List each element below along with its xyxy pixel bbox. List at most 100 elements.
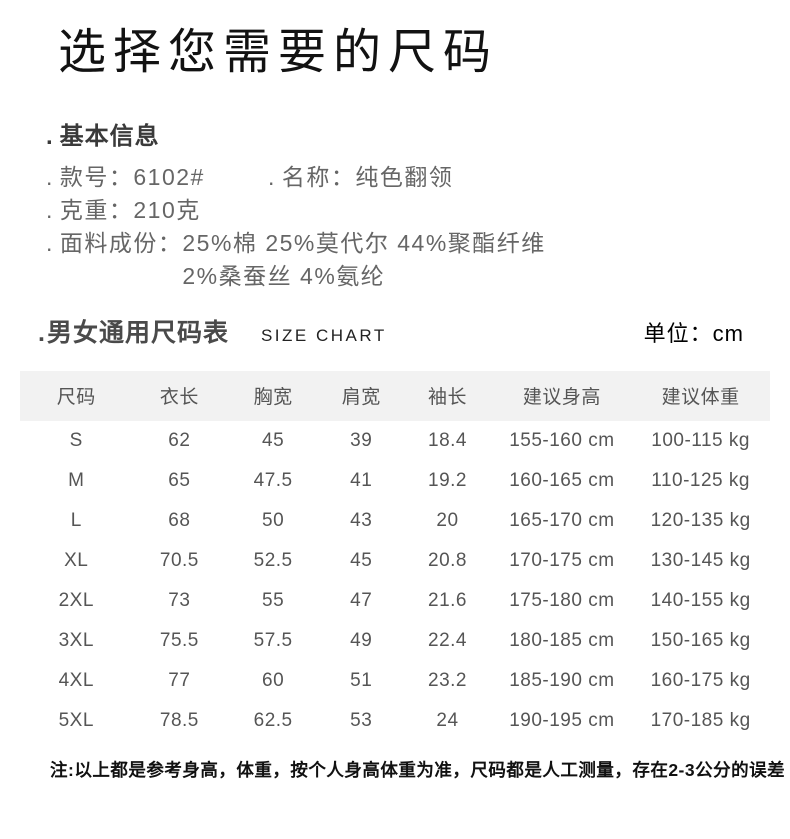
disclaimer-note: 注:以上都是参考身高，体重，按个人身高体重为准，尺码都是人工测量，存在2-3公分… [50, 759, 786, 780]
value-cell: 75.5 [159, 629, 199, 651]
style-no-field: . 款号： 6102# [46, 161, 268, 194]
column-header-size: 尺码 [56, 387, 96, 409]
basic-info-heading: . 基本信息 [46, 116, 790, 151]
size-chart-title-en: SIZE CHART [260, 325, 387, 345]
value-cell: 130-145 kg [650, 549, 751, 571]
size-cell: 5XL [58, 709, 94, 731]
fabric-values: 25%棉 25%莫代尔 44%聚酯纤维 2%桑蚕丝 4%氨纶 [182, 227, 545, 293]
bullet-dot-icon: . [38, 318, 46, 347]
value-cell: 150-165 kg [650, 629, 751, 651]
value-cell: 41 [350, 469, 373, 491]
value-cell: 24 [436, 709, 459, 731]
value-cell: 45 [350, 549, 373, 571]
table-row: 4XL 77 60 51 23.2 185-190 cm 160-175 kg [20, 661, 770, 701]
size-cell: XL [64, 549, 89, 571]
style-no-label: 款号： [59, 163, 134, 190]
value-cell: 51 [350, 669, 373, 691]
value-cell: 57.5 [253, 629, 293, 651]
value-cell: 43 [350, 509, 373, 531]
value-cell: 165-170 cm [509, 509, 615, 531]
bullet-dot-icon: . [46, 229, 54, 256]
bullet-dot-icon: . [268, 163, 276, 190]
value-cell: 120-135 kg [650, 509, 751, 531]
size-table-body: S 62 45 39 18.4 155-160 cm 100-115 kg M 65 47.5 41… [20, 421, 770, 741]
size-chart-heading-row: .男女通用尺码表 SIZE CHART 单位：cm [38, 313, 744, 349]
value-cell: 47.5 [253, 469, 293, 491]
value-cell: 20.8 [428, 549, 467, 571]
size-table: 尺码 衣长 胸宽 肩宽 袖长 建议身高 建议体重 S 62 45 39 18.4 155-… [20, 370, 770, 741]
size-cell: 4XL [58, 669, 94, 691]
value-cell: 77 [168, 669, 191, 691]
value-cell: 68 [168, 509, 191, 531]
value-cell: 170-185 kg [650, 709, 751, 731]
value-cell: 55 [262, 589, 285, 611]
value-cell: 175-180 cm [509, 589, 615, 611]
size-cell: M [68, 469, 85, 491]
table-header-row: 尺码 衣长 胸宽 肩宽 袖长 建议身高 建议体重 [20, 370, 770, 421]
size-chart-title-text: 男女通用尺码表 [46, 318, 229, 347]
value-cell: 78.5 [159, 709, 199, 731]
value-cell: 20 [436, 509, 459, 531]
value-cell: 62.5 [253, 709, 293, 731]
column-header-weight: 建议体重 [661, 387, 740, 409]
size-cell: L [70, 509, 82, 531]
value-cell: 110-125 kg [651, 469, 750, 491]
value-cell: 190-195 cm [509, 709, 615, 731]
table-row: M 65 47.5 41 19.2 160-165 cm 110-125 kg [20, 461, 770, 501]
column-header-sleeve: 袖长 [427, 387, 467, 409]
fabric-field: . 面料成份： [46, 227, 182, 260]
weight-value: 210克 [133, 196, 201, 223]
basic-info-title: 基本信息 [59, 122, 160, 150]
value-cell: 45 [262, 429, 285, 451]
bullet-dot-icon: . [46, 196, 54, 223]
value-cell: 18.4 [428, 429, 467, 451]
value-cell: 21.6 [428, 589, 467, 611]
style-no-value: 6102# [133, 163, 205, 190]
value-cell: 160-175 kg [650, 669, 751, 691]
table-row: 3XL 75.5 57.5 49 22.4 180-185 cm 150-165 kg [20, 621, 770, 661]
product-name-label: 名称： [281, 163, 356, 190]
table-row: 2XL 73 55 47 21.6 175-180 cm 140-155 kg [20, 581, 770, 621]
value-cell: 50 [262, 509, 285, 531]
value-cell: 47 [350, 589, 373, 611]
table-row: 5XL 78.5 62.5 53 24 190-195 cm 170-185 kg [20, 701, 770, 741]
column-header-chest: 胸宽 [253, 387, 293, 409]
weight-field: . 克重： 210克 [46, 194, 201, 227]
value-cell: 19.2 [428, 469, 467, 491]
value-cell: 49 [350, 629, 373, 651]
table-row: XL 70.5 52.5 45 20.8 170-175 cm 130-145 kg [20, 541, 770, 581]
value-cell: 62 [168, 429, 191, 451]
table-row: S 62 45 39 18.4 155-160 cm 100-115 kg [20, 421, 770, 461]
value-cell: 170-175 cm [509, 549, 615, 571]
value-cell: 70.5 [159, 549, 199, 571]
info-line-weight: . 克重： 210克 [46, 194, 790, 227]
value-cell: 23.2 [428, 669, 467, 691]
value-cell: 155-160 cm [509, 429, 615, 451]
value-cell: 22.4 [428, 629, 467, 651]
value-cell: 140-155 kg [650, 589, 751, 611]
value-cell: 180-185 cm [509, 629, 615, 651]
product-name-value: 纯色翻领 [355, 163, 454, 190]
fabric-value-line2: 2%桑蚕丝 4%氨纶 [182, 262, 386, 289]
page-title: 选择您需要的尺码 [58, 26, 499, 79]
size-cell: S [69, 429, 83, 451]
value-cell: 39 [350, 429, 373, 451]
size-guide-page: 选择您需要的尺码 . 基本信息 . 款号： 6102# . 名称： 纯色翻领 . … [0, 24, 790, 839]
size-cell: 3XL [58, 629, 94, 651]
column-header-height: 建议身高 [522, 387, 601, 409]
column-header-shoulder: 肩宽 [341, 387, 381, 409]
product-name-field: . 名称： 纯色翻领 [268, 161, 453, 194]
basic-info-section: . 基本信息 . 款号： 6102# . 名称： 纯色翻领 . 克重： 210克 [46, 116, 790, 293]
size-cell: 2XL [58, 589, 94, 611]
info-line-style-and-name: . 款号： 6102# . 名称： 纯色翻领 [46, 161, 790, 194]
table-row: L 68 50 43 20 165-170 cm 120-135 kg [20, 501, 770, 541]
value-cell: 60 [262, 669, 285, 691]
column-header-length: 衣长 [159, 387, 199, 409]
info-line-fabric: . 面料成份： 25%棉 25%莫代尔 44%聚酯纤维 2%桑蚕丝 4%氨纶 [46, 227, 790, 293]
value-cell: 185-190 cm [509, 669, 615, 691]
weight-label: 克重： [59, 196, 134, 223]
value-cell: 73 [168, 589, 191, 611]
fabric-label: 面料成份： [59, 229, 183, 256]
bullet-dot-icon: . [46, 122, 54, 150]
value-cell: 65 [168, 469, 191, 491]
